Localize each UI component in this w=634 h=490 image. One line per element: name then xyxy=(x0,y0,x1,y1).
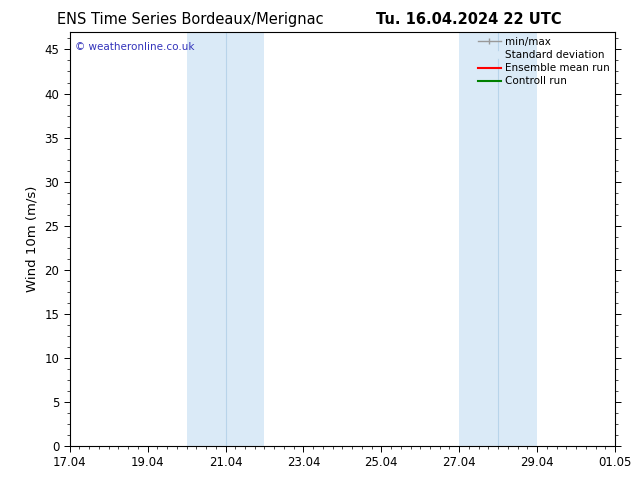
Text: ENS Time Series Bordeaux/Merignac: ENS Time Series Bordeaux/Merignac xyxy=(57,12,323,27)
Text: Tu. 16.04.2024 22 UTC: Tu. 16.04.2024 22 UTC xyxy=(377,12,562,27)
Y-axis label: Wind 10m (m/s): Wind 10m (m/s) xyxy=(26,186,39,292)
Legend: min/max, Standard deviation, Ensemble mean run, Controll run: min/max, Standard deviation, Ensemble me… xyxy=(478,37,610,86)
Text: © weatheronline.co.uk: © weatheronline.co.uk xyxy=(75,42,195,52)
Bar xyxy=(186,32,264,446)
Bar xyxy=(459,32,537,446)
